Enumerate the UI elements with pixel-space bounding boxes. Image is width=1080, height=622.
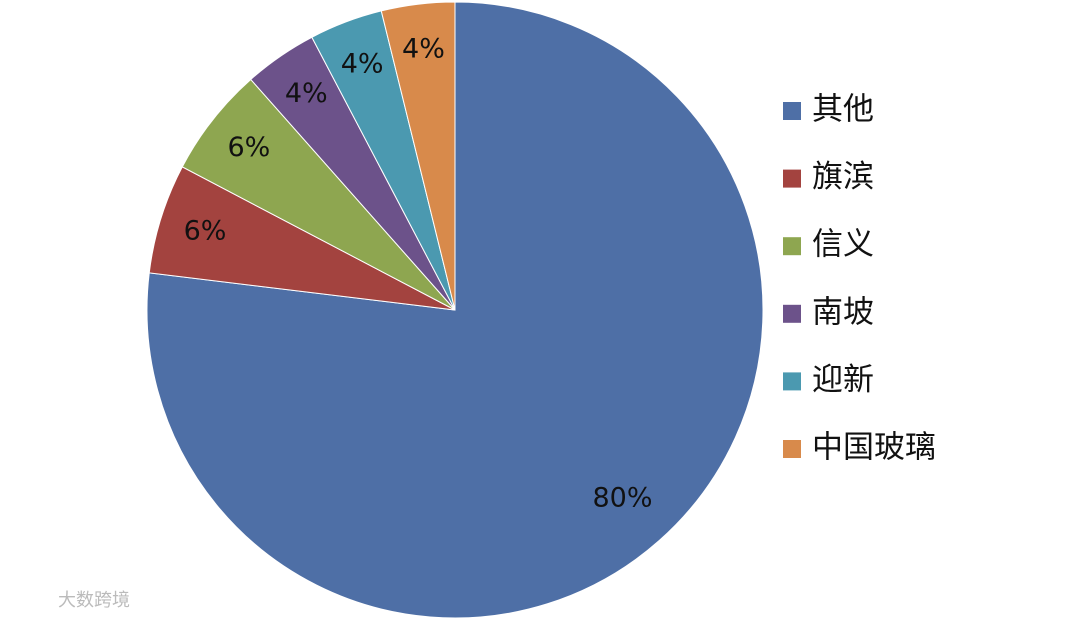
data-label: 4% [285,78,328,109]
legend-label: 旗滨 [812,159,874,195]
legend-swatch [783,169,801,188]
legend-label: 中国玻璃 [812,430,936,466]
data-label: 4% [402,34,445,65]
watermark: 大数跨境 [58,590,130,611]
legend-swatch [783,372,801,391]
legend-label: 信义 [812,227,874,263]
data-label: 4% [341,49,384,80]
legend-swatch [783,304,801,323]
legend-label: 南坡 [812,294,874,330]
legend-swatch [783,440,801,458]
legend-label: 迎新 [812,362,874,398]
data-label: 6% [184,216,227,247]
data-label: 80% [592,483,652,514]
pie-slice [380,1,456,311]
data-label: 6% [227,132,270,163]
legend-label: 其他 [812,92,874,128]
legend-swatch [783,102,801,120]
legend-swatch [783,237,801,256]
